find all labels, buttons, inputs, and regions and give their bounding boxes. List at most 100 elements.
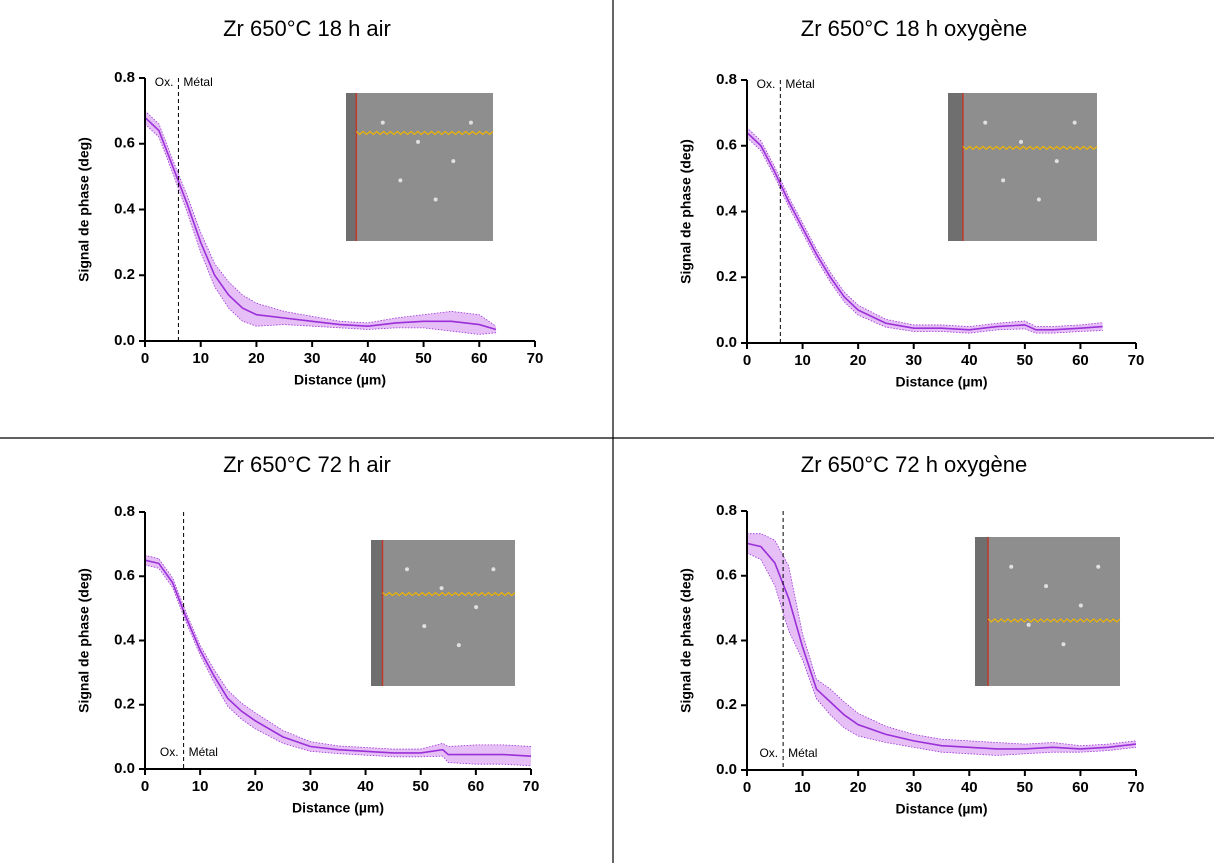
mean-line [746, 542, 1137, 750]
x-tick-label: 70 [1128, 779, 1145, 796]
mean-line [144, 559, 532, 757]
inset-speck [983, 120, 988, 125]
x-tick-label: 60 [1072, 779, 1089, 796]
x-tick-label: 50 [415, 350, 432, 367]
y-tick-label: 0.2 [716, 696, 737, 713]
inset-speck [1096, 564, 1101, 569]
inset-speck [1072, 120, 1077, 125]
inset-image [371, 540, 515, 686]
error-band [145, 555, 531, 766]
annotation: Métal [788, 746, 817, 760]
band-lower [746, 552, 1137, 756]
y-tick-label: 0.6 [716, 137, 737, 154]
x-tick-label: 0 [141, 778, 149, 795]
x-tick-label: 10 [794, 352, 811, 369]
x-tick-label: 30 [302, 778, 319, 795]
inset-speck [474, 605, 479, 610]
inset-speck [405, 567, 409, 572]
band-upper [144, 110, 497, 327]
y-tick-label: 0.2 [114, 266, 135, 283]
inset-speck [1026, 622, 1031, 627]
x-tick-label: 30 [905, 779, 922, 796]
band-upper [144, 554, 532, 750]
chart-title: Zr 650°C 72 h air [223, 452, 391, 477]
y-tick-label: 0.4 [114, 200, 136, 217]
error-band [747, 127, 1103, 334]
x-tick-label: 50 [1017, 779, 1034, 796]
annotation: Ox. [155, 75, 174, 89]
inset-speck [1009, 564, 1014, 569]
annotation: Ox. [757, 77, 776, 91]
inset-speck [1044, 584, 1049, 589]
y-tick-label: 0.0 [114, 332, 135, 349]
x-tick-label: 20 [850, 352, 867, 369]
y-axis-label: Signal de phase (deg) [76, 568, 92, 713]
annotation: Métal [785, 77, 814, 91]
y-tick-label: 0.0 [716, 334, 737, 351]
y-axis-label: Signal de phase (deg) [76, 137, 92, 282]
x-tick-label: 40 [357, 778, 374, 795]
y-axis-label: Signal de phase (deg) [678, 139, 694, 284]
band-lower [144, 564, 532, 767]
inset-speck [398, 178, 403, 183]
chart-title: Zr 650°C 18 h oxygène [801, 16, 1028, 41]
inset-image [975, 537, 1120, 686]
x-axis-label: Distance (µm) [292, 800, 384, 816]
annotation: Métal [183, 75, 212, 89]
x-tick-label: 70 [1128, 352, 1145, 369]
inset-yellow-line [987, 618, 1121, 623]
band-lower [746, 137, 1103, 334]
inset-speck [1054, 159, 1059, 164]
y-tick-label: 0.4 [716, 631, 738, 648]
x-tick-label: 70 [527, 350, 544, 367]
x-axis-label: Distance (µm) [294, 372, 386, 388]
inset-oxide [346, 93, 357, 241]
y-tick-label: 0.4 [114, 631, 136, 648]
inset-speck [451, 159, 456, 164]
x-tick-label: 10 [192, 350, 209, 367]
inset-speck [456, 643, 461, 648]
y-tick-label: 0.8 [114, 69, 135, 86]
y-tick-label: 0.6 [114, 567, 135, 584]
x-tick-label: 30 [905, 352, 922, 369]
chart-title: Zr 650°C 18 h air [223, 16, 391, 41]
y-axis-label: Signal de phase (deg) [678, 568, 694, 713]
inset-speck [1036, 197, 1041, 202]
inset-speck [380, 120, 385, 125]
y-tick-label: 0.6 [716, 567, 737, 584]
x-tick-label: 20 [247, 778, 264, 795]
annotation: Ox. [160, 745, 179, 759]
y-tick-label: 0.4 [716, 202, 738, 219]
chart-title: Zr 650°C 72 h oxygène [801, 452, 1028, 477]
x-tick-label: 0 [141, 350, 149, 367]
mean-line [144, 116, 497, 331]
inset-speck [1061, 642, 1066, 647]
inset-oxide [948, 93, 963, 241]
y-tick-label: 0.6 [114, 135, 135, 152]
x-tick-label: 30 [304, 350, 321, 367]
x-tick-label: 40 [961, 352, 978, 369]
y-tick-label: 0.0 [716, 761, 737, 778]
inset-image [346, 93, 493, 241]
x-tick-label: 10 [192, 778, 209, 795]
inset-speck [1078, 603, 1083, 608]
inset-oxide [975, 537, 989, 686]
annotation: Métal [189, 745, 218, 759]
x-tick-label: 50 [412, 778, 429, 795]
inset-yellow-line [382, 591, 516, 597]
x-tick-label: 60 [468, 778, 485, 795]
inset-speck [439, 586, 444, 591]
band-upper [746, 127, 1103, 327]
inset-speck [422, 624, 427, 629]
y-tick-label: 0.2 [716, 268, 737, 285]
inset-speck [468, 120, 473, 125]
x-tick-label: 70 [523, 778, 540, 795]
x-tick-label: 60 [471, 350, 488, 367]
x-axis-label: Distance (µm) [895, 801, 987, 817]
x-tick-label: 0 [743, 352, 751, 369]
inset-yellow-line [962, 145, 1098, 151]
inset-speck [491, 567, 496, 572]
band-lower [144, 123, 497, 335]
y-tick-label: 0.0 [114, 760, 135, 777]
